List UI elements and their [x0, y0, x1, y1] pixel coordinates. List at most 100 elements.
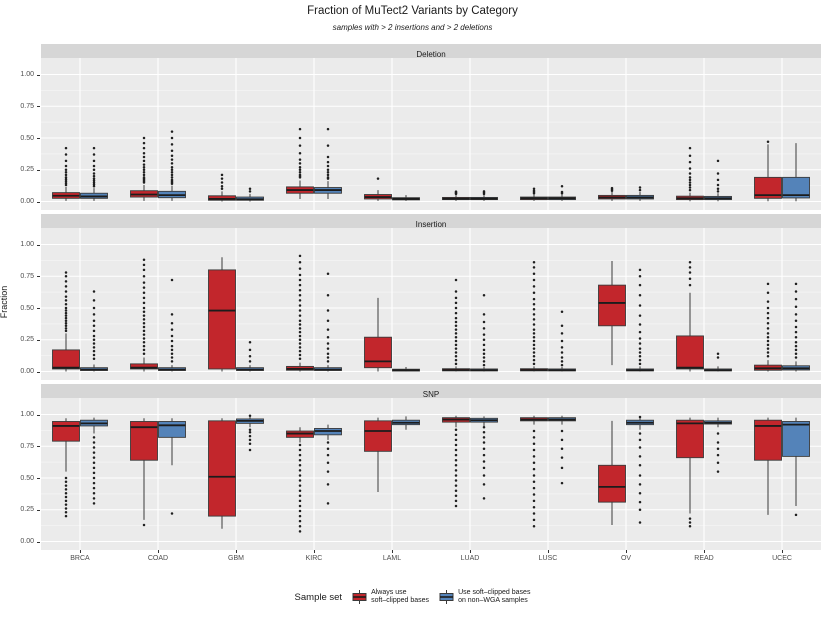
outlier-point — [688, 178, 692, 182]
outlier-point — [142, 314, 146, 317]
outlier-point — [64, 299, 68, 302]
outlier-point — [170, 360, 174, 363]
outlier-point — [482, 466, 486, 470]
outlier-point — [532, 505, 536, 509]
boxplot-canvas-insertion — [41, 228, 821, 380]
x-tick-mark — [80, 550, 81, 553]
outlier-point — [688, 266, 692, 269]
outlier-point — [298, 319, 302, 322]
outlier-point — [142, 321, 146, 325]
x-tick-label-gbm: GBM — [228, 555, 244, 562]
outlier-point — [638, 455, 642, 458]
outlier-point — [298, 278, 302, 282]
outlier-point — [142, 291, 146, 295]
outlier-point — [560, 429, 564, 433]
outlier-point — [64, 327, 68, 330]
outlier-point — [142, 281, 146, 284]
outlier-point — [716, 447, 720, 451]
outlier-point — [794, 513, 798, 517]
outlier-point — [532, 328, 536, 331]
outlier-point — [532, 285, 536, 288]
outlier-point — [688, 160, 692, 164]
outlier-point — [638, 521, 642, 524]
outlier-point — [298, 304, 302, 307]
outlier-point — [766, 327, 770, 330]
outlier-point — [482, 436, 486, 439]
outlier-point — [298, 254, 302, 258]
outlier-point — [142, 136, 146, 140]
outlier-point — [454, 328, 458, 331]
box-blue-LUSC-deletion — [548, 185, 576, 201]
outlier-point — [638, 275, 642, 278]
outlier-point — [454, 464, 458, 467]
outlier-point — [688, 521, 692, 524]
outlier-point — [298, 453, 302, 457]
legend-key-non-wga: Use soft–clipped bases on non–WGA sample… — [438, 589, 530, 606]
outlier-point — [794, 282, 798, 286]
x-tick-label-read: READ — [694, 555, 714, 562]
outlier-point — [92, 299, 96, 302]
outlier-point — [326, 176, 330, 179]
outlier-point — [532, 429, 536, 433]
outlier-point — [688, 181, 692, 184]
outlier-point — [92, 461, 96, 465]
outlier-point — [92, 353, 96, 357]
outlier-point — [638, 283, 642, 287]
outlier-point — [716, 172, 720, 175]
box-blue-LUSC-insertion — [548, 310, 576, 372]
box-red-LAML-insertion — [364, 297, 392, 372]
outlier-point — [794, 297, 798, 301]
outlier-point — [298, 158, 302, 161]
outlier-point — [560, 332, 564, 335]
outlier-point — [248, 434, 252, 438]
box-blue-BRCA-deletion — [80, 146, 108, 201]
outlier-point — [532, 187, 536, 191]
box-blue-KIRC-deletion — [314, 127, 342, 199]
outlier-point — [716, 453, 720, 457]
outlier-point — [794, 356, 798, 359]
outlier-point — [532, 461, 536, 465]
outlier-point — [64, 302, 68, 306]
outlier-point — [794, 341, 798, 344]
outlier-point — [64, 476, 68, 480]
chart-subtitle: samples with > 2 insertions and > 2 dele… — [332, 23, 493, 32]
outlier-point — [142, 301, 146, 305]
outlier-point — [716, 356, 720, 359]
outlier-point — [794, 325, 798, 329]
outlier-point — [142, 146, 146, 150]
y-tick-label: 0.25 — [20, 506, 34, 514]
outlier-point — [64, 285, 68, 288]
outlier-point — [482, 320, 486, 324]
y-tick-label: 0.00 — [20, 198, 34, 205]
outlier-point — [326, 447, 330, 451]
outlier-point — [142, 163, 146, 166]
outlier-point — [142, 344, 146, 348]
outlier-point — [298, 338, 302, 341]
outlier-point — [92, 290, 96, 293]
outlier-point — [766, 311, 770, 315]
y-tick-label: 1.00 — [20, 411, 34, 418]
outlier-point — [482, 360, 486, 363]
box-red-KIRC-insertion — [286, 254, 314, 372]
outlier-point — [794, 344, 798, 348]
outlier-point — [532, 347, 536, 350]
outlier-point — [532, 343, 536, 347]
outlier-point — [92, 164, 96, 168]
outlier-point — [92, 349, 96, 353]
outlier-point — [716, 352, 720, 355]
outlier-point — [482, 348, 486, 352]
outlier-point — [716, 461, 720, 465]
outlier-point — [532, 493, 536, 496]
y-tick-mark — [37, 244, 40, 246]
outlier-point — [532, 448, 536, 452]
outlier-point — [220, 187, 224, 191]
facet-strip-label: SNP — [422, 390, 440, 399]
outlier-point — [64, 275, 68, 278]
outlier-point — [532, 313, 536, 316]
boxplot-canvas-snp — [41, 398, 821, 550]
outlier-point — [92, 338, 96, 341]
outlier-point — [248, 448, 252, 452]
box-red-BRCA-insertion — [52, 271, 80, 372]
outlier-point — [766, 343, 770, 347]
y-tick-mark — [37, 414, 40, 416]
